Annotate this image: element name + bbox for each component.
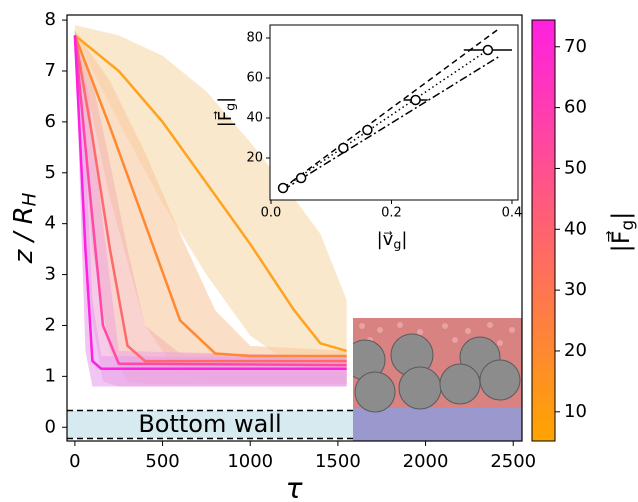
mean-line — [73, 35, 347, 367]
y-tick-label: 4 — [45, 213, 56, 234]
inset-x-label-part: |v⃗ — [377, 229, 394, 250]
point — [410, 94, 421, 106]
colorbar-tick-label: 70 — [564, 36, 587, 57]
y-tick-label: 6 — [45, 111, 56, 132]
x-tick-label: 500 — [145, 451, 179, 472]
inset-y-label: |F⃗g| — [214, 97, 237, 128]
point — [362, 124, 373, 136]
colorbar: 10 20 30 40 50 60 70 |F⃗g| — [531, 19, 637, 442]
colorbar-tick-label: 50 — [564, 157, 587, 178]
colorbar-tick-label: 60 — [564, 97, 587, 118]
inset-y-label-part: g — [222, 103, 237, 111]
mean-line — [73, 35, 347, 363]
inset-x-tick-label: 0.0 — [261, 206, 282, 221]
x-tick-label: 1500 — [315, 451, 361, 472]
x-tick-label: 1000 — [227, 451, 273, 472]
point — [277, 182, 289, 194]
x-axis-label: τ — [286, 472, 303, 502]
spread-area — [74, 25, 347, 372]
mean-line — [74, 34, 348, 353]
colorbar-label-part: |F⃗ — [606, 230, 635, 252]
colorbar-label-part: | — [607, 212, 635, 220]
spread-area — [74, 30, 347, 387]
y-tick-label: 5 — [45, 162, 56, 183]
point — [482, 44, 494, 56]
fit-line — [282, 55, 501, 191]
y-tick-label: 8 — [45, 9, 56, 30]
inset-y-tick-label: 80 — [246, 31, 263, 46]
fit-line — [282, 49, 489, 189]
y-axis-label-part: z / R — [9, 206, 39, 264]
y-axis-label: z / RH — [9, 192, 41, 264]
inset-y-label-part: |F⃗ — [214, 111, 236, 127]
mean-line — [73, 34, 347, 358]
colorbar-tick-label: 30 — [564, 279, 587, 300]
main-frame — [66, 14, 523, 442]
x-tick-label: 2000 — [403, 451, 449, 472]
wall-label: Bottom wall — [138, 410, 281, 438]
point — [338, 142, 349, 154]
y-tick-label: 0 — [45, 416, 56, 437]
mean-line — [73, 35, 347, 370]
point — [295, 172, 307, 184]
y-tick-label: 3 — [45, 264, 56, 285]
y-tick-label: 1 — [45, 365, 56, 386]
inset-y-tick-label: 20 — [246, 151, 263, 166]
snapshot — [353, 318, 522, 441]
inset-y-label-part: | — [215, 97, 236, 103]
colorbar-tick-label: 20 — [564, 340, 587, 361]
y-axis-label-part: H — [20, 192, 41, 206]
inset-x-label-part: g — [393, 236, 401, 251]
fit-line — [282, 27, 501, 189]
colorbar-label: |F⃗g| — [606, 212, 637, 253]
colorbar-label-part: g — [617, 220, 637, 231]
x-tick-label: 2500 — [490, 451, 536, 472]
inset-x-tick-label: 0.4 — [502, 206, 523, 221]
spread-area — [74, 30, 347, 382]
inset-y-tick-label: 60 — [246, 71, 263, 86]
inset-y-tick-label: 40 — [246, 111, 263, 126]
inset-x-label-part: | — [401, 229, 407, 250]
inset-x-tick-label: 0.2 — [381, 206, 402, 221]
x-tick-label: 0 — [69, 451, 80, 472]
colorbar-tick-label: 10 — [564, 401, 587, 422]
colorbar-tick-label: 40 — [564, 218, 587, 239]
inset-x-label: |v⃗g| — [377, 229, 408, 251]
y-tick-label: 2 — [45, 314, 56, 335]
y-tick-label: 7 — [45, 60, 56, 81]
